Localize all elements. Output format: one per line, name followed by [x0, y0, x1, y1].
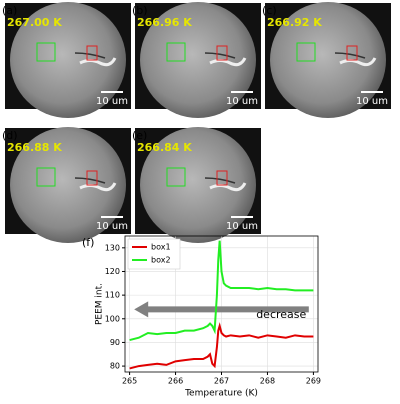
image-field [10, 127, 126, 243]
surface-feature [74, 177, 106, 184]
box1-region [86, 45, 98, 61]
box1-region [216, 170, 228, 186]
surface-feature [79, 182, 117, 192]
x-tick-label: 267 [214, 377, 229, 386]
scale-label: 10 um [226, 96, 258, 107]
box1-region [346, 45, 358, 61]
box2-region [166, 167, 186, 187]
y-tick-label: 110 [105, 291, 120, 300]
x-tick-label: 265 [122, 377, 137, 386]
image-field [140, 127, 256, 243]
surface-feature [204, 177, 236, 184]
y-tick-label: 100 [105, 314, 120, 323]
panel-label: (a) [2, 4, 17, 17]
box2-region [36, 167, 56, 187]
box2-region [36, 42, 56, 62]
x-axis-label: Temperature (K) [184, 389, 258, 399]
legend-label: box1 [151, 243, 171, 252]
box2-region [296, 42, 316, 62]
panel-label: (e) [132, 129, 147, 142]
y-tick-label: 120 [105, 267, 120, 276]
box2-region [166, 42, 186, 62]
surface-feature [74, 52, 106, 59]
image-panel: (b)266.96 K 10 um [132, 2, 261, 118]
panel-label: (d) [2, 129, 18, 142]
image-panel: (e)266.84 K 10 um [132, 127, 261, 243]
scale-label: 10 um [226, 221, 258, 232]
scale-label: 10 um [356, 96, 388, 107]
legend-box [127, 238, 181, 270]
temperature-label: 266.88 K [7, 141, 62, 154]
scale-label: 10 um [96, 96, 128, 107]
arrow-head [134, 301, 149, 318]
x-tick-label: 266 [168, 377, 183, 386]
surface-feature [209, 57, 247, 67]
line [129, 240, 314, 342]
annotation: decrease [256, 308, 306, 321]
image-panel: (c)266.92 K 10 um [262, 2, 391, 118]
x-tick-label: 269 [306, 377, 321, 386]
image-panel: (d)266.88 K 10 um [2, 127, 131, 243]
panel-label: (c) [262, 4, 277, 17]
y-axis-label: PEEM int. [95, 283, 105, 325]
y-tick-label: 90 [110, 338, 120, 347]
surface-feature [79, 57, 117, 67]
temperature-label: 266.84 K [137, 141, 192, 154]
y-tick-label: 130 [105, 243, 120, 252]
y-tick-label: 80 [110, 362, 120, 371]
plot-frame [124, 235, 319, 373]
surface-feature [334, 52, 366, 59]
temperature-label: 266.92 K [267, 16, 322, 29]
line [129, 322, 314, 370]
image-field [270, 2, 386, 118]
box1-region [216, 45, 228, 61]
image-field [10, 2, 126, 118]
scale-label: 10 um [96, 221, 128, 232]
surface-feature [339, 57, 377, 67]
legend-label: box2 [151, 256, 171, 265]
image-field [140, 2, 256, 118]
temperature-label: 266.96 K [137, 16, 192, 29]
x-tick-label: 268 [260, 377, 275, 386]
image-panel: (a)267.00 K 10 um [2, 2, 131, 118]
panel-label: (f) [82, 236, 94, 249]
panel-label: (b) [132, 4, 148, 17]
surface-feature [204, 52, 236, 59]
box1-region [86, 170, 98, 186]
surface-feature [209, 182, 247, 192]
temperature-label: 267.00 K [7, 16, 62, 29]
